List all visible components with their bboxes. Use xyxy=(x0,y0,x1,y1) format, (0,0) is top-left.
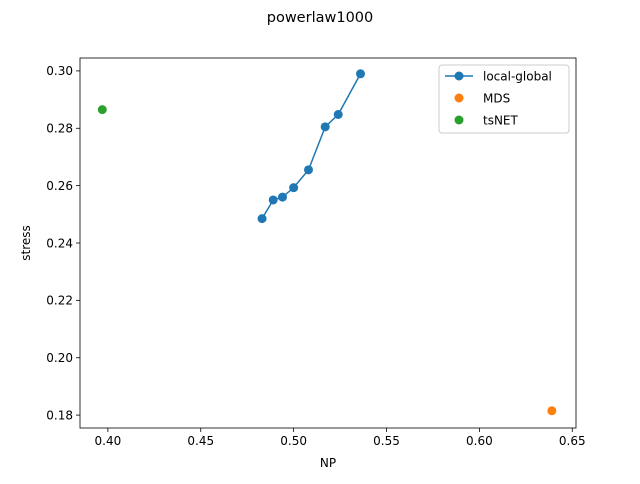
y-axis: 0.18 0.20 0.22 0.24 0.26 0.28 0.30 xyxy=(46,64,80,422)
x-tick-label: 0.65 xyxy=(559,434,586,448)
y-tick-label: 0.20 xyxy=(46,351,73,365)
mds-point xyxy=(547,406,557,416)
x-tick-label: 0.55 xyxy=(373,434,400,448)
local-global-point xyxy=(277,192,287,202)
y-tick-label: 0.30 xyxy=(46,64,73,78)
legend-label-local-global: local-global xyxy=(483,69,552,83)
y-tick-label: 0.24 xyxy=(46,236,73,250)
legend-label-tsnet: tsNET xyxy=(483,113,519,127)
x-tick-label: 0.60 xyxy=(466,434,493,448)
local-global-point xyxy=(333,110,343,120)
local-global-point xyxy=(268,195,278,205)
local-global-point xyxy=(356,69,366,79)
chart-title: powerlaw1000 xyxy=(267,10,374,26)
local-global-point xyxy=(303,165,313,175)
local-global-point xyxy=(320,122,330,132)
local-global-point xyxy=(257,214,267,224)
legend-marker-mds xyxy=(454,93,464,103)
x-tick-label: 0.45 xyxy=(187,434,214,448)
tsnet-point xyxy=(97,105,107,115)
legend-marker-tsnet xyxy=(454,115,464,125)
y-tick-label: 0.28 xyxy=(46,122,73,136)
x-tick-label: 0.40 xyxy=(95,434,122,448)
x-axis: 0.40 0.45 0.50 0.55 0.60 0.65 xyxy=(95,428,586,448)
legend: local-global MDS tsNET xyxy=(438,64,570,134)
legend-marker-local-global xyxy=(454,71,464,81)
x-axis-label: NP xyxy=(320,456,336,470)
y-tick-label: 0.18 xyxy=(46,408,73,422)
legend-box xyxy=(438,64,570,134)
y-tick-label: 0.22 xyxy=(46,294,73,308)
legend-label-mds: MDS xyxy=(483,91,510,105)
local-global-point xyxy=(289,183,299,193)
series-layer xyxy=(97,69,557,416)
x-tick-label: 0.50 xyxy=(280,434,307,448)
y-axis-label: stress xyxy=(19,225,33,261)
y-tick-label: 0.26 xyxy=(46,179,73,193)
